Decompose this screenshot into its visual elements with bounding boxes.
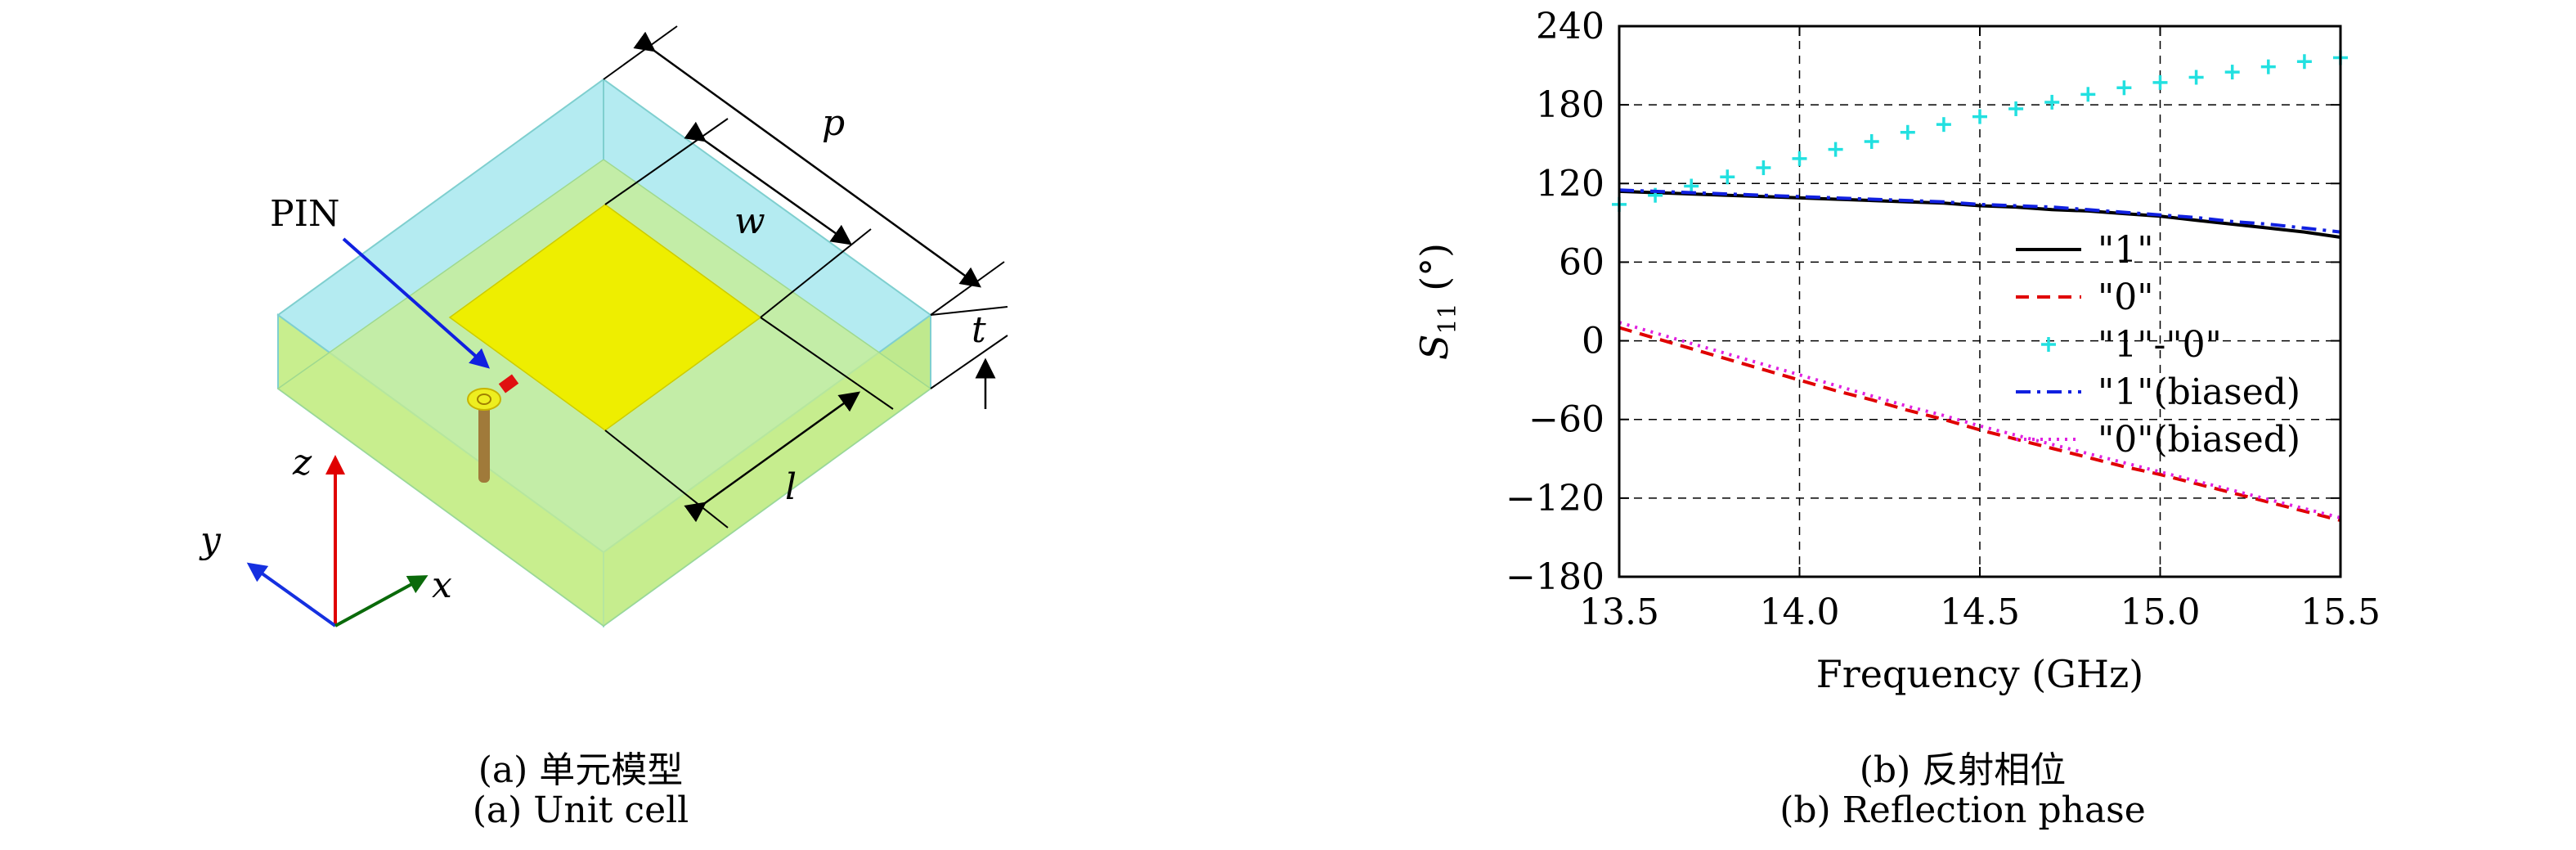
series-line (1618, 321, 2341, 519)
legend-label: "1"-"0" (2098, 324, 2222, 366)
series-line (1618, 189, 2341, 239)
caption-a-cn: (a) 单元模型 (478, 749, 684, 791)
x-tick-label: 14.0 (1760, 591, 1840, 633)
via-pin (478, 401, 490, 483)
y-tick-label: 180 (1536, 84, 1604, 126)
x-tick-label: 15.5 (2300, 591, 2381, 633)
y-tick-label: −60 (1528, 399, 1604, 441)
data-point (2044, 94, 2060, 110)
axis-y-label: y (199, 519, 222, 561)
legend-item: "1"-"0" (2041, 324, 2222, 366)
dim-p-ext1 (603, 25, 678, 80)
series-line (1618, 188, 2341, 234)
dim-l-ext2 (760, 317, 894, 410)
pin-diode (498, 374, 519, 394)
x-tick-label: 13.5 (1579, 591, 1659, 633)
data-point (2080, 87, 2096, 102)
dim-t-ext1 (930, 306, 1008, 316)
data-point (2224, 65, 2240, 80)
legend-label: "1"(biased) (2098, 371, 2300, 413)
legend-label: "0" (2098, 277, 2153, 318)
plot-frame (1618, 25, 2342, 578)
x-tick-label: 15.0 (2120, 591, 2201, 633)
dim-l-arrow (684, 391, 861, 523)
data-point (1612, 196, 1627, 212)
data-point (1936, 117, 1951, 133)
data-point (1756, 160, 1771, 176)
y-tick-label: −120 (1506, 478, 1604, 519)
legend-item: "0"(biased) (2016, 419, 2300, 461)
caption-b-cn: (b) 反射相位 (1859, 749, 2067, 791)
x-axis-label: Frequency (GHz) (1816, 652, 2143, 696)
dim-t-ext2 (930, 335, 1008, 389)
data-point (1720, 169, 1735, 185)
unit-cell-figure: PIN p w l t z y x (199, 25, 1008, 627)
legend-label: "1" (2098, 229, 2153, 271)
data-point (1900, 124, 1915, 140)
caption-b-en: (b) Reflection phase (1779, 789, 2146, 831)
x-tick-label: 14.5 (1940, 591, 2020, 633)
pin-label: PIN (270, 193, 340, 235)
dim-l-label: l (785, 466, 797, 508)
legend-label: "0"(biased) (2098, 419, 2300, 461)
data-point (1648, 187, 1663, 203)
dim-w-ext2 (760, 228, 872, 318)
via-hole (477, 394, 491, 405)
data-point (2008, 101, 2024, 116)
dim-p-label: p (822, 102, 845, 144)
data-point (2188, 70, 2204, 85)
caption-a-en: (a) Unit cell (472, 789, 689, 831)
legend-item: "1"(biased) (2016, 371, 2300, 413)
data-point (1972, 109, 1987, 124)
data-point (2260, 59, 2276, 74)
data-point (1684, 178, 1699, 194)
axis-z-label: z (292, 442, 312, 483)
data-point (2296, 54, 2312, 70)
y-tick-label: 60 (1559, 241, 1604, 283)
axis-x-label: x (432, 564, 452, 606)
legend-item: "0" (2016, 277, 2153, 318)
dim-p-ext2 (930, 261, 1005, 316)
axis-x-arrow (334, 575, 429, 627)
y-axis-label: S11 (°) (1412, 243, 1462, 360)
series-line (1618, 326, 2341, 523)
data-point (2152, 74, 2168, 90)
dim-w-label: w (734, 200, 765, 242)
data-point (1828, 142, 1843, 157)
y-tick-label: −180 (1506, 556, 1604, 598)
axis-y-arrow (246, 562, 337, 627)
y-tick-label: 0 (1582, 321, 1604, 362)
legend: "1" "0" "1"-"0" "1"(biased) "0"(biased) (2016, 229, 2300, 461)
dim-w-arrow (684, 121, 853, 245)
data-point (2333, 50, 2348, 65)
data-point (1864, 134, 1879, 150)
data-point (2116, 80, 2132, 96)
legend-item: "1" (2016, 229, 2153, 271)
dim-t-label: t (972, 309, 986, 351)
y-tick-label: 120 (1536, 163, 1604, 205)
via-pad (467, 388, 501, 411)
y-tick-label: 240 (1536, 6, 1604, 47)
data-point (1792, 151, 1807, 166)
coordinate-axes: z y x (199, 442, 452, 627)
pin-arrow (342, 237, 490, 369)
